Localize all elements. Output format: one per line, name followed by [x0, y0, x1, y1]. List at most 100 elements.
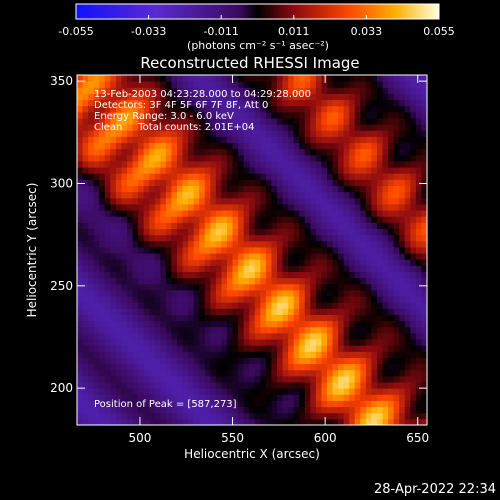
heatmap-cell: [243, 332, 250, 340]
heatmap-cell: [104, 75, 111, 82]
heatmap-cell: [404, 314, 411, 322]
heatmap-cell: [82, 296, 89, 303]
heatmap-cell: [138, 81, 145, 88]
heatmap-cell: [288, 382, 295, 389]
heatmap-cell: [160, 345, 167, 352]
heatmap-cell: [382, 375, 389, 383]
heatmap-cell: [204, 240, 211, 248]
heatmap-cell: [160, 351, 167, 358]
heatmap-cell: [282, 117, 289, 125]
heatmap-cell: [365, 160, 372, 168]
heatmap-cell: [149, 357, 156, 365]
heatmap-cell: [399, 388, 406, 395]
heatmap-cell: [182, 167, 189, 174]
heatmap-cell: [360, 369, 367, 377]
heatmap-cell: [388, 320, 395, 328]
heatmap-cell: [99, 117, 106, 125]
heatmap-cell: [165, 136, 172, 144]
heatmap-cell: [277, 412, 284, 420]
heatmap-cell: [327, 81, 334, 88]
heatmap-cell: [377, 314, 384, 322]
heatmap-cell: [154, 265, 161, 272]
heatmap-cell: [110, 124, 117, 131]
heatmap-cell: [77, 296, 84, 303]
heatmap-cell: [360, 308, 367, 315]
heatmap-cell: [110, 167, 117, 174]
heatmap-cell: [360, 320, 367, 328]
heatmap-cell: [82, 154, 89, 162]
heatmap-cell: [343, 124, 350, 131]
heatmap-cell: [277, 406, 284, 414]
heatmap-cell: [121, 394, 128, 401]
heatmap-cell: [410, 179, 417, 187]
heatmap-cell: [143, 363, 150, 371]
heatmap-cell: [338, 418, 345, 425]
heatmap-cell: [310, 124, 317, 131]
heatmap-cell: [282, 228, 289, 236]
heatmap-cell: [371, 412, 378, 420]
heatmap-cell: [265, 99, 272, 107]
heatmap-cell: [193, 154, 200, 162]
x-tick-label: 600: [314, 431, 337, 445]
heatmap-cell: [165, 375, 172, 383]
heatmap-cell: [110, 259, 117, 266]
heatmap-cell: [282, 93, 289, 101]
heatmap-cell: [210, 332, 217, 340]
heatmap-cell: [249, 253, 256, 260]
heatmap-cell: [415, 388, 422, 395]
heatmap-cell: [115, 277, 122, 285]
heatmap-cell: [371, 87, 378, 94]
heatmap-cell: [377, 246, 384, 254]
heatmap-cell: [421, 388, 427, 395]
heatmap-cell: [415, 142, 422, 150]
heatmap-cell: [360, 222, 367, 230]
heatmap-cell: [182, 173, 189, 180]
heatmap-cell: [238, 130, 245, 137]
heatmap-cell: [165, 246, 172, 254]
heatmap-cell: [215, 289, 222, 297]
heatmap-cell: [193, 173, 200, 180]
heatmap-cell: [127, 240, 134, 248]
heatmap-cell: [354, 418, 361, 425]
heatmap-cell: [82, 167, 89, 174]
heatmap-cell: [410, 382, 417, 389]
heatmap-cell: [393, 351, 400, 358]
heatmap-cell: [210, 308, 217, 315]
heatmap-cell: [338, 253, 345, 260]
heatmap-cell: [165, 240, 172, 248]
heatmap-cell: [254, 117, 261, 125]
heatmap-cell: [404, 271, 411, 279]
heatmap-cell: [165, 81, 172, 88]
heatmap-cell: [421, 154, 427, 162]
heatmap-cell: [310, 277, 317, 285]
heatmap-cell: [154, 253, 161, 260]
heatmap-cell: [132, 75, 139, 82]
heatmap-cell: [160, 167, 167, 174]
heatmap-cell: [77, 412, 84, 420]
heatmap-cell: [304, 320, 311, 328]
heatmap-cell: [82, 308, 89, 315]
heatmap-cell: [254, 277, 261, 285]
heatmap-cell: [210, 382, 217, 389]
heatmap-cell: [215, 418, 222, 425]
heatmap-cell: [415, 240, 422, 248]
heatmap-cell: [199, 308, 206, 315]
heatmap-cell: [360, 191, 367, 199]
heatmap-cell: [154, 302, 161, 309]
heatmap-cell: [99, 326, 106, 334]
heatmap-cell: [193, 240, 200, 248]
heatmap-cell: [143, 179, 150, 187]
heatmap-cell: [215, 339, 222, 346]
heatmap-cell: [238, 210, 245, 217]
heatmap-cell: [321, 228, 328, 236]
heatmap-cell: [371, 142, 378, 150]
heatmap-cell: [127, 271, 134, 279]
heatmap-cell: [421, 406, 427, 414]
heatmap-cell: [165, 302, 172, 309]
heatmap-cell: [254, 246, 261, 254]
heatmap-cell: [315, 167, 322, 174]
heatmap-cell: [165, 363, 172, 371]
heatmap-cell: [399, 75, 406, 82]
heatmap-cell: [293, 382, 300, 389]
heatmap-cell: [349, 406, 356, 414]
